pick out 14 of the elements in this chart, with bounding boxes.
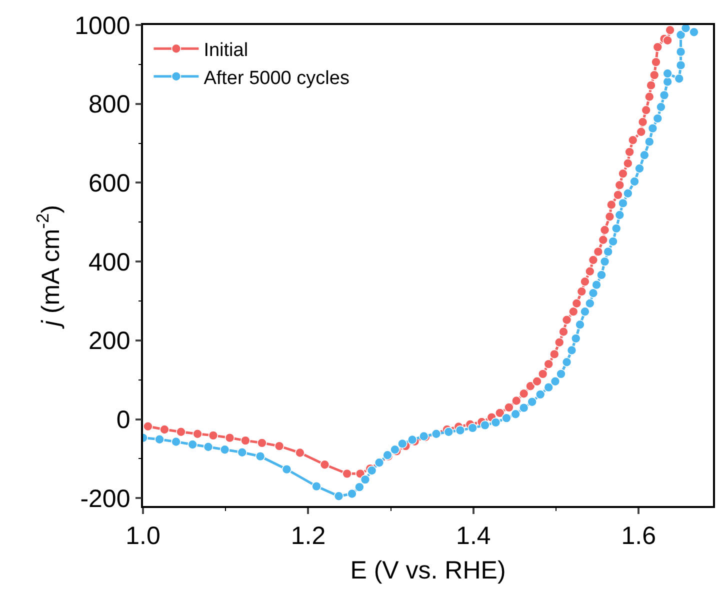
y-tick-label: 200 bbox=[88, 327, 130, 356]
x-tick-label: 1.0 bbox=[126, 522, 160, 550]
y-tick-label: -200 bbox=[80, 484, 130, 513]
x-axis-title: E (V vs. RHE) bbox=[350, 556, 506, 584]
legend-label: After 5000 cycles bbox=[204, 68, 350, 89]
y-tick-label: 600 bbox=[88, 169, 130, 198]
y-tick-label: 1000 bbox=[74, 12, 130, 40]
y-tick-label: 400 bbox=[88, 248, 130, 276]
y-tick-label: 800 bbox=[88, 90, 130, 119]
x-tick-label: 1.6 bbox=[621, 522, 656, 550]
x-tick-label: 1.4 bbox=[456, 522, 491, 550]
x-tick-label: 1.2 bbox=[290, 522, 326, 550]
y-tick-label: 0 bbox=[116, 406, 130, 434]
legend-label: Initial bbox=[204, 40, 248, 62]
